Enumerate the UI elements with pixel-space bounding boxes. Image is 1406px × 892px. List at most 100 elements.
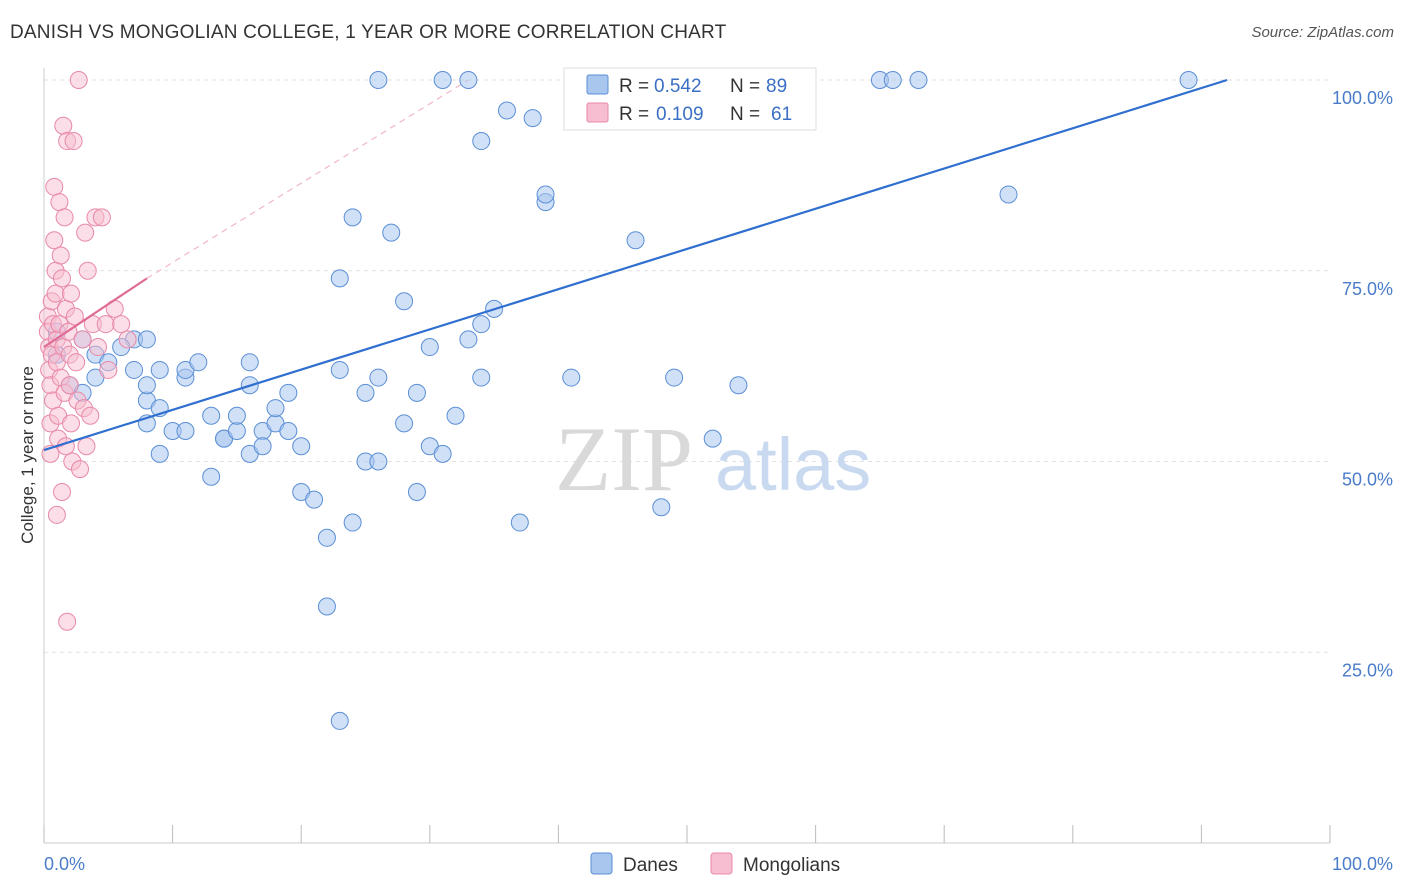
y-tick-label-2: 75.0% bbox=[1342, 279, 1393, 299]
mongolians-point-57 bbox=[99, 360, 118, 379]
danes-point-40 bbox=[330, 711, 349, 730]
danes-point-21 bbox=[202, 467, 221, 486]
danes-point-59 bbox=[472, 315, 491, 334]
danes-point-85 bbox=[459, 71, 478, 89]
danes-point-65 bbox=[523, 109, 542, 128]
danes-point-61 bbox=[472, 132, 491, 151]
danes-point-37 bbox=[305, 490, 324, 509]
danes-point-45 bbox=[356, 383, 375, 402]
danes-point-34 bbox=[279, 421, 298, 440]
danes-legend-swatch bbox=[586, 74, 609, 95]
bottom-legend: Danes Mongolians bbox=[590, 852, 840, 876]
watermark-zip: ZIP bbox=[555, 408, 693, 510]
danes-point-84 bbox=[433, 71, 452, 89]
danes-point-67 bbox=[536, 185, 555, 204]
danes-point-17 bbox=[176, 421, 195, 440]
y-tick-label-0: 25.0% bbox=[1342, 660, 1393, 680]
x-tick-label-0: 0.0% bbox=[44, 854, 85, 874]
danes-point-53 bbox=[407, 483, 426, 502]
danes-point-81 bbox=[999, 185, 1018, 204]
danes-point-47 bbox=[369, 368, 388, 387]
mongolians-point-54 bbox=[89, 338, 108, 357]
mongolians-point-56 bbox=[96, 315, 115, 334]
danes-point-82 bbox=[1179, 71, 1198, 89]
danes-point-60 bbox=[472, 368, 491, 387]
danes-n-label: N = bbox=[730, 76, 760, 97]
danes-point-75 bbox=[729, 376, 748, 395]
danes-point-55 bbox=[420, 338, 439, 357]
danes-point-8 bbox=[137, 330, 156, 349]
mongolians-point-60 bbox=[118, 330, 137, 349]
legend-danes-label: Danes bbox=[623, 855, 678, 876]
danes-point-68 bbox=[562, 368, 581, 387]
danes-n-value: 89 bbox=[766, 76, 787, 97]
danes-point-79 bbox=[883, 71, 902, 89]
danes-point-24 bbox=[227, 421, 246, 440]
chart-title: DANISH VS MONGOLIAN COLLEGE, 1 YEAR OR M… bbox=[10, 22, 727, 43]
danes-point-32 bbox=[266, 399, 285, 418]
danes-point-11 bbox=[137, 376, 156, 395]
danes-point-28 bbox=[240, 353, 259, 372]
source-label: Source: ZipAtlas.com bbox=[1251, 24, 1394, 41]
top-legend: R = 0.542 N = 89 R = 0.109 N = 61 bbox=[563, 67, 817, 131]
danes-point-19 bbox=[189, 353, 208, 372]
danes-point-20 bbox=[202, 406, 221, 425]
trend-lines bbox=[43, 78, 1228, 452]
mongolians-r-value: 0.109 bbox=[656, 104, 704, 125]
mongolians-point-59 bbox=[112, 315, 131, 334]
mongolians-point-20 bbox=[50, 193, 69, 212]
danes-r-value: 0.542 bbox=[654, 76, 702, 97]
danes-point-51 bbox=[395, 292, 414, 311]
mongolians-point-26 bbox=[54, 116, 73, 135]
mongolians-point-12 bbox=[45, 231, 64, 250]
mongolians-point-11 bbox=[45, 177, 64, 196]
x-tick-labels: 0.0% 100.0% bbox=[44, 854, 1393, 874]
watermark-atlas: atlas bbox=[715, 423, 871, 506]
danes-point-73 bbox=[665, 368, 684, 387]
mongolians-point-22 bbox=[51, 246, 70, 265]
danes-point-35 bbox=[292, 437, 311, 456]
mongolians-point-49 bbox=[77, 437, 96, 456]
danes-point-72 bbox=[652, 498, 671, 517]
danes-point-25 bbox=[227, 406, 246, 425]
danes-point-56 bbox=[433, 444, 452, 463]
mongolians-point-50 bbox=[78, 261, 97, 280]
danes-r-label: R = bbox=[619, 76, 649, 97]
legend-mongolians-swatch bbox=[710, 852, 733, 875]
danes-point-57 bbox=[446, 406, 465, 425]
legend-danes-swatch bbox=[590, 852, 613, 875]
danes-point-43 bbox=[343, 513, 362, 532]
danes-point-83 bbox=[369, 71, 388, 89]
danes-point-44 bbox=[343, 208, 362, 227]
mongolians-trend-dashed bbox=[146, 79, 469, 279]
mongolians-point-17 bbox=[47, 505, 66, 524]
y-tick-label-3: 100.0% bbox=[1332, 88, 1393, 108]
danes-point-38 bbox=[317, 528, 336, 547]
zipatlas-watermark: ZIP atlas bbox=[555, 408, 871, 510]
danes-point-14 bbox=[150, 444, 169, 463]
legend-mongolians-label: Mongolians bbox=[743, 855, 840, 876]
danes-point-64 bbox=[510, 513, 529, 532]
mongolians-point-46 bbox=[73, 330, 92, 349]
danes-point-48 bbox=[369, 452, 388, 471]
mongolians-legend-swatch bbox=[586, 102, 609, 123]
mongolians-point-48 bbox=[76, 223, 95, 242]
danes-point-71 bbox=[626, 231, 645, 250]
danes-point-33 bbox=[279, 383, 298, 402]
grid-lines bbox=[44, 79, 1330, 653]
mongolians-trend-extended bbox=[146, 79, 469, 279]
mongolians-point-36 bbox=[60, 376, 79, 395]
mongolians-point-51 bbox=[81, 406, 100, 425]
danes-points bbox=[47, 71, 1198, 730]
mongolians-point-25 bbox=[53, 483, 72, 502]
mongolians-trend-line bbox=[43, 277, 148, 348]
mongolians-point-33 bbox=[58, 612, 77, 631]
mongolians-point-44 bbox=[69, 71, 88, 89]
danes-point-52 bbox=[407, 383, 426, 402]
mongolians-point-55 bbox=[92, 208, 111, 227]
mongolians-point-37 bbox=[62, 284, 81, 303]
danes-point-58 bbox=[459, 330, 478, 349]
danes-point-7 bbox=[125, 360, 144, 379]
mongolians-r-label: R = bbox=[619, 104, 649, 125]
